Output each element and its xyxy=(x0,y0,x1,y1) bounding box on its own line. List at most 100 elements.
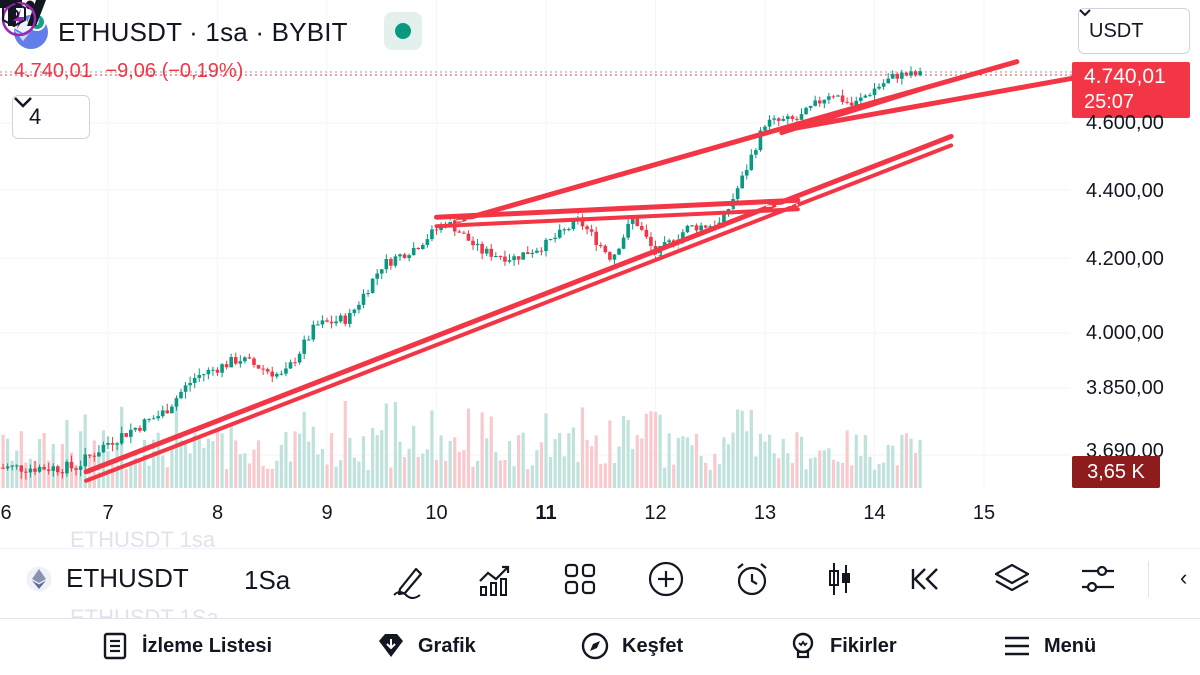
candle-body xyxy=(484,248,489,254)
symbol-header[interactable]: ₮ ETHUSDT · 1sa · BYBIT xyxy=(14,12,348,52)
price-axis-label: 4.400,00 xyxy=(1086,180,1164,202)
volume-bar xyxy=(129,464,133,488)
candle-body xyxy=(129,429,133,437)
add-plus-icon[interactable] xyxy=(646,559,686,599)
candle-body xyxy=(767,119,772,127)
bottom-navigation: İzleme Listesi Grafik Keşfet Fikirler Me… xyxy=(0,618,1200,675)
chevron-down-icon xyxy=(1079,9,1091,17)
volume-bar xyxy=(325,464,329,488)
replay-rewind-icon[interactable] xyxy=(905,559,945,599)
bar-countdown: 25:07 xyxy=(1084,91,1135,113)
candle-body xyxy=(603,245,608,253)
volume-bar xyxy=(722,437,726,488)
volume-bar xyxy=(448,440,452,488)
time-axis-label: 6 xyxy=(0,502,12,524)
candlestick-chart-type-icon[interactable] xyxy=(820,559,860,599)
volume-bar xyxy=(868,456,872,488)
candle-body xyxy=(494,255,498,257)
volume-bar xyxy=(138,458,142,488)
candle-body xyxy=(56,466,60,473)
nav-watchlist[interactable]: İzleme Listesi xyxy=(100,631,272,661)
drawing-tools-pen-icon[interactable] xyxy=(390,559,430,599)
volume-bar xyxy=(863,435,867,488)
volume-bar xyxy=(854,434,858,488)
candle-body xyxy=(252,358,256,365)
trendline-triangle-top xyxy=(434,197,801,220)
volume-bar xyxy=(740,410,744,488)
toolbar-interval-button[interactable]: 1Sa xyxy=(244,565,291,595)
candle-body xyxy=(703,225,708,228)
candle-body xyxy=(138,427,142,431)
volume-bar xyxy=(343,400,347,488)
candle-body xyxy=(370,278,375,293)
candle-body xyxy=(247,357,252,359)
candle-body xyxy=(904,72,909,76)
volume-bar xyxy=(909,438,913,488)
volume-bar xyxy=(79,431,83,488)
candle-body xyxy=(640,226,644,230)
volume-bar xyxy=(352,457,356,488)
indicators-icon[interactable] xyxy=(474,559,514,599)
chart-area[interactable]: ₮ ETHUSDT · 1sa · BYBIT 4.740,01 −9,06 (… xyxy=(0,0,1200,540)
price-chart[interactable] xyxy=(0,0,1200,540)
candle-body xyxy=(348,313,352,324)
candle-body xyxy=(97,452,101,457)
volume-bar xyxy=(110,459,115,488)
candle-body xyxy=(5,466,10,469)
volume-bar xyxy=(471,466,475,488)
volume-bar xyxy=(229,424,233,488)
volume-bar xyxy=(371,427,375,488)
candle-body xyxy=(685,225,690,233)
layers-icon[interactable] xyxy=(992,559,1032,599)
candle-body xyxy=(667,240,671,243)
candle-body xyxy=(421,244,425,250)
price-axis-label: 4.200,00 xyxy=(1086,248,1164,270)
volume-bar xyxy=(179,434,183,488)
candle-body xyxy=(238,361,243,364)
volume-bar xyxy=(466,408,471,488)
volume-bar xyxy=(402,456,407,488)
volume-bar xyxy=(202,447,206,488)
candle-body xyxy=(293,362,297,364)
trendline-support-double xyxy=(83,133,954,475)
nav-ideas[interactable]: Fikirler xyxy=(788,631,897,661)
settings-hexagon-icon[interactable] xyxy=(0,0,28,28)
trendline-inner-channel xyxy=(779,86,926,136)
indicators-collapse-button[interactable]: 4 xyxy=(12,95,90,139)
nav-menu[interactable]: Menü xyxy=(1002,631,1096,661)
candle-body xyxy=(744,169,749,176)
volume-bar xyxy=(590,446,594,488)
currency-select[interactable]: USDT xyxy=(1078,8,1190,54)
symbol-title: ETHUSDT · 1sa · BYBIT xyxy=(58,16,348,47)
candle-body xyxy=(119,433,124,444)
volume-bar xyxy=(120,406,124,488)
candle-body xyxy=(142,419,147,431)
toolbar-symbol-button[interactable]: ETHUSDT xyxy=(26,563,189,594)
candle-body xyxy=(644,229,649,237)
candle-body xyxy=(215,369,220,373)
volume-bar xyxy=(238,454,242,488)
candle-body xyxy=(416,247,421,250)
candle-body xyxy=(179,391,183,399)
trendline-triangle-top-parallel xyxy=(434,207,800,229)
volume-bar xyxy=(361,436,366,488)
candle-body xyxy=(311,324,316,340)
nav-explore[interactable]: Keşfet xyxy=(580,631,683,661)
candle-body xyxy=(749,154,754,170)
layout-grid-icon[interactable] xyxy=(560,559,600,599)
toolbar-more-icon[interactable]: ‹ xyxy=(1180,565,1188,590)
candle-body xyxy=(475,243,480,246)
candle-body xyxy=(535,250,539,253)
candle-body xyxy=(101,444,106,453)
alarm-clock-icon[interactable] xyxy=(732,559,772,599)
volume-bar xyxy=(882,462,886,488)
candle-body xyxy=(78,466,83,470)
market-status-button[interactable] xyxy=(384,12,422,50)
candle-body xyxy=(489,248,494,257)
candle-body xyxy=(589,229,594,232)
nav-chart[interactable]: Grafik xyxy=(376,631,476,661)
volume-bar xyxy=(617,446,621,488)
volume-bar xyxy=(425,449,429,488)
settings-sliders-icon[interactable] xyxy=(1078,559,1118,599)
volume-bar xyxy=(544,413,548,488)
